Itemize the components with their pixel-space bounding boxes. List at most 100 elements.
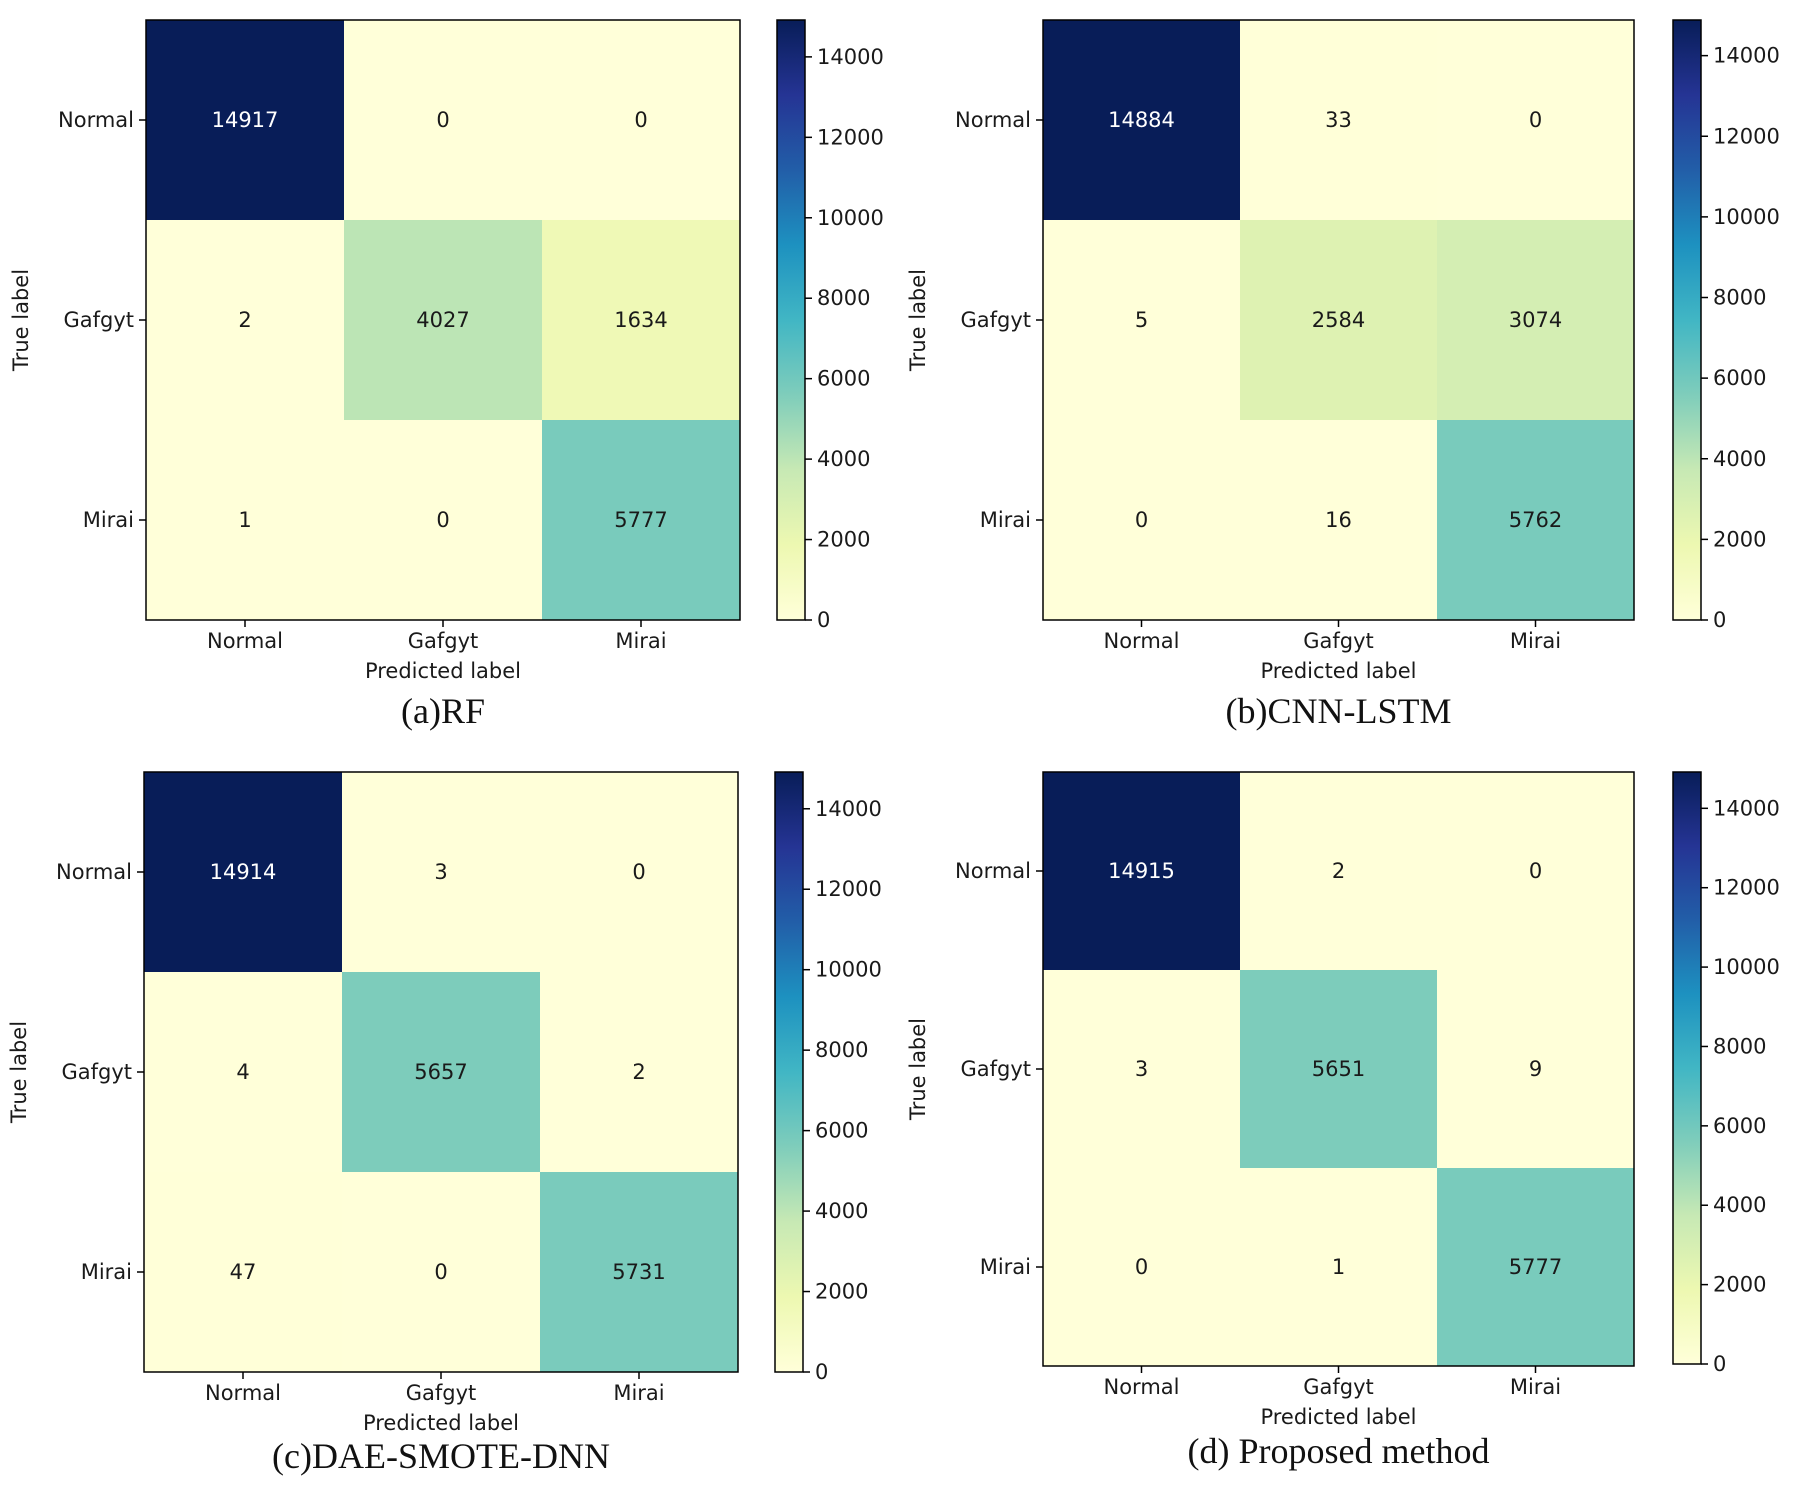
panel-caption: (d) Proposed method (1188, 1431, 1490, 1471)
x-axis-title: Predicted label (363, 1411, 519, 1435)
y-tick-label: Normal (58, 108, 134, 132)
colorbar-tick-label: 12000 (815, 877, 882, 901)
matrix-cell (542, 420, 741, 621)
matrix-cell (540, 972, 739, 1173)
matrix-cell (146, 220, 345, 421)
colorbar-tick-label: 14000 (1713, 44, 1780, 68)
cell-value: 16 (1325, 508, 1352, 532)
x-tick-label: Normal (1104, 629, 1180, 653)
cell-value: 0 (436, 508, 449, 532)
y-axis-title: True label (906, 269, 930, 372)
cell-value: 0 (634, 108, 647, 132)
x-tick-label: Normal (1104, 1375, 1180, 1399)
colorbar-tick-label: 6000 (815, 1119, 868, 1143)
matrix-cell (1043, 20, 1241, 221)
matrix-cell (540, 1172, 739, 1373)
colorbar-tick-label: 4000 (1713, 447, 1766, 471)
cell-value: 5777 (1509, 1255, 1562, 1279)
colorbar-tick-label: 6000 (1713, 366, 1766, 390)
colorbar-tick-label: 2000 (815, 1280, 868, 1304)
cell-value: 0 (1135, 508, 1148, 532)
cell-value: 0 (436, 108, 449, 132)
y-tick-label: Normal (56, 860, 132, 884)
cell-value: 0 (434, 1260, 447, 1284)
matrix-cell (1043, 772, 1241, 971)
colorbar-tick-label: 14000 (1713, 796, 1780, 820)
panel-caption: (a)RF (401, 691, 485, 731)
colorbar-tick-label: 10000 (817, 206, 884, 230)
matrix-cell (1240, 20, 1438, 221)
cell-value: 14915 (1108, 859, 1175, 883)
matrix-cell (1437, 20, 1635, 221)
colorbar-tick-label: 0 (815, 1360, 828, 1384)
y-tick-label: Gafgyt (63, 308, 134, 332)
cell-value: 3074 (1509, 308, 1562, 332)
matrix-cell (1043, 420, 1241, 621)
matrix-cell (1437, 420, 1635, 621)
colorbar-tick-label: 12000 (817, 125, 884, 149)
matrix-cell (344, 420, 543, 621)
matrix-cell (144, 772, 343, 973)
colorbar-tick-label: 0 (1713, 608, 1726, 632)
matrix-cell (342, 1172, 541, 1373)
cell-value: 2584 (1312, 308, 1365, 332)
cell-value: 2 (1332, 859, 1345, 883)
colorbar-tick-label: 14000 (815, 797, 882, 821)
confusion-matrix-panel-0: 14917 0 0 2 4027 1634 1 0 5777 Normal Gafgyt Mirai N… (9, 19, 884, 731)
y-axis-title: True label (7, 1021, 31, 1124)
matrix-cell (1240, 772, 1438, 971)
y-tick-label: Gafgyt (960, 308, 1031, 332)
x-tick-label: Mirai (613, 1381, 664, 1405)
colorbar (1672, 19, 1702, 621)
colorbar-tick-label: 2000 (817, 528, 870, 552)
matrix-cell (344, 220, 543, 421)
colorbar-tick-label: 10000 (815, 958, 882, 982)
cell-value: 9 (1529, 1057, 1542, 1081)
cell-value: 4027 (416, 308, 469, 332)
x-tick-label: Normal (207, 629, 283, 653)
panel-caption: (c)DAE-SMOTE-DNN (272, 1436, 610, 1476)
cell-value: 33 (1325, 108, 1352, 132)
colorbar-tick-label: 0 (1713, 1352, 1726, 1376)
cell-value: 3 (434, 860, 447, 884)
matrix-cell (1437, 970, 1635, 1169)
matrix-cell (342, 772, 541, 973)
x-tick-label: Mirai (615, 629, 666, 653)
cell-value: 0 (632, 860, 645, 884)
y-tick-label: Mirai (81, 1260, 132, 1284)
colorbar-tick-label: 0 (817, 608, 830, 632)
y-tick-label: Mirai (980, 508, 1031, 532)
colorbar-tick-label: 8000 (815, 1038, 868, 1062)
cell-value: 5777 (614, 508, 667, 532)
colorbar-tick-label: 6000 (1713, 1114, 1766, 1138)
matrix-cell (344, 20, 543, 221)
cell-value: 1 (1332, 1255, 1345, 1279)
colorbar (776, 19, 806, 621)
x-tick-label: Gafgyt (408, 629, 479, 653)
matrix-cell (146, 420, 345, 621)
cell-value: 5731 (612, 1260, 665, 1284)
confusion-matrix-panel-2: 14914 3 0 4 5657 2 47 0 5731 Normal Gafgyt Mirai Nor… (7, 771, 882, 1476)
x-tick-label: Gafgyt (1303, 629, 1374, 653)
cell-value: 5651 (1312, 1057, 1365, 1081)
cell-value: 5657 (414, 1060, 467, 1084)
colorbar-tick-label: 12000 (1713, 124, 1780, 148)
cell-value: 1 (238, 508, 251, 532)
matrix-cell (144, 972, 343, 1173)
colorbar-tick-label: 10000 (1713, 205, 1780, 229)
cell-value: 1634 (614, 308, 667, 332)
cell-value: 5 (1135, 308, 1148, 332)
cell-value: 5762 (1509, 508, 1562, 532)
matrix-cell (1437, 220, 1635, 421)
cell-value: 0 (1529, 108, 1542, 132)
cell-value: 14914 (210, 860, 277, 884)
matrix-cell (342, 972, 541, 1173)
x-axis-title: Predicted label (1260, 659, 1416, 683)
matrix-cell (1240, 420, 1438, 621)
x-tick-label: Mirai (1510, 1375, 1561, 1399)
cell-value: 4 (236, 1060, 249, 1084)
colorbar-tick-label: 10000 (1713, 955, 1780, 979)
colorbar-tick-label: 4000 (815, 1199, 868, 1223)
colorbar-tick-label: 14000 (817, 45, 884, 69)
